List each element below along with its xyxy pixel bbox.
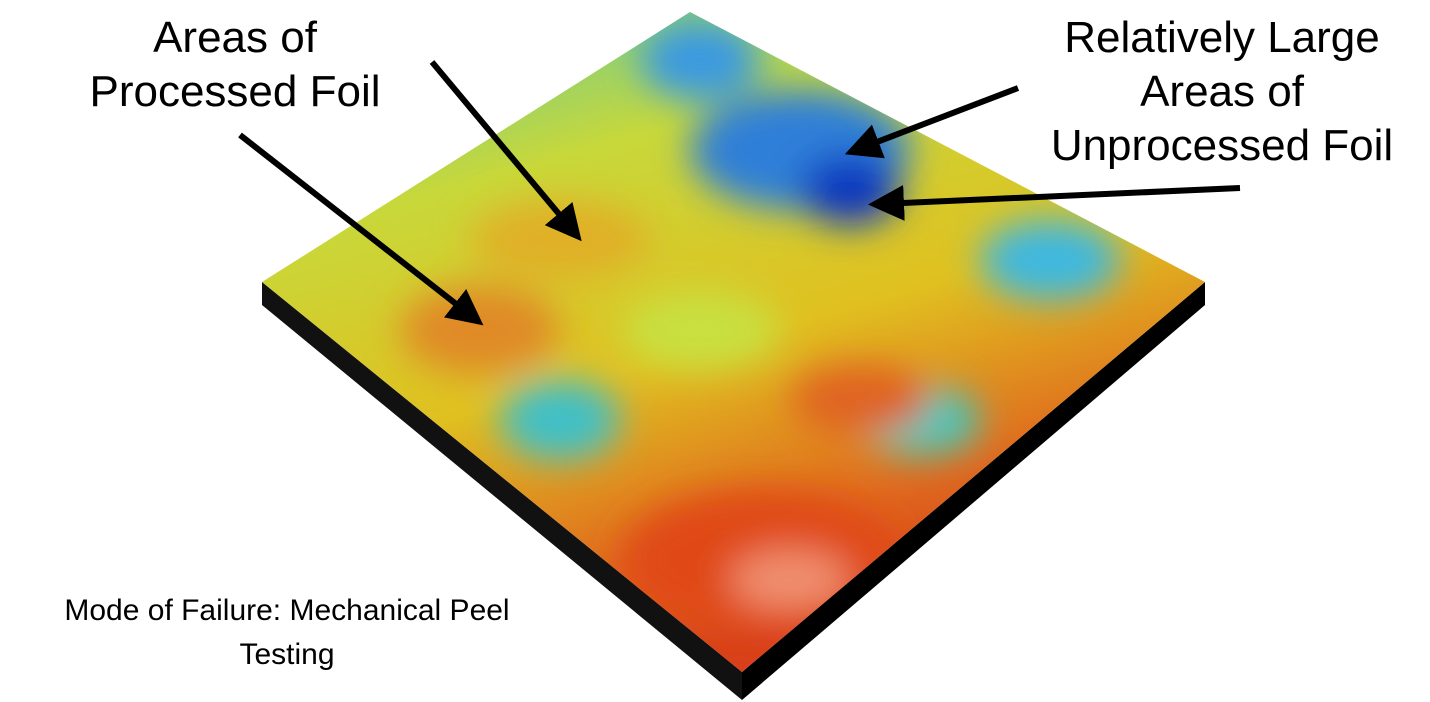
- label-line: Unprocessed Foil: [1051, 121, 1393, 170]
- caption-line: Testing: [239, 638, 334, 671]
- base-right: [742, 282, 1205, 700]
- arrow: [844, 85, 1020, 159]
- label-line: Processed Foil: [89, 67, 380, 116]
- surface-plot: [262, 12, 1205, 700]
- arrow: [429, 60, 582, 242]
- label-line: Relatively Large: [1064, 13, 1380, 62]
- label-line: Areas of: [1140, 67, 1305, 116]
- label-line: Areas of: [153, 13, 318, 62]
- arrow: [868, 184, 1241, 221]
- caption-line: Mode of Failure: Mechanical Peel: [64, 594, 509, 627]
- arrows: [238, 60, 1241, 326]
- base-left: [262, 282, 742, 700]
- arrow: [238, 132, 484, 326]
- surface-texture: [400, 20, 1120, 630]
